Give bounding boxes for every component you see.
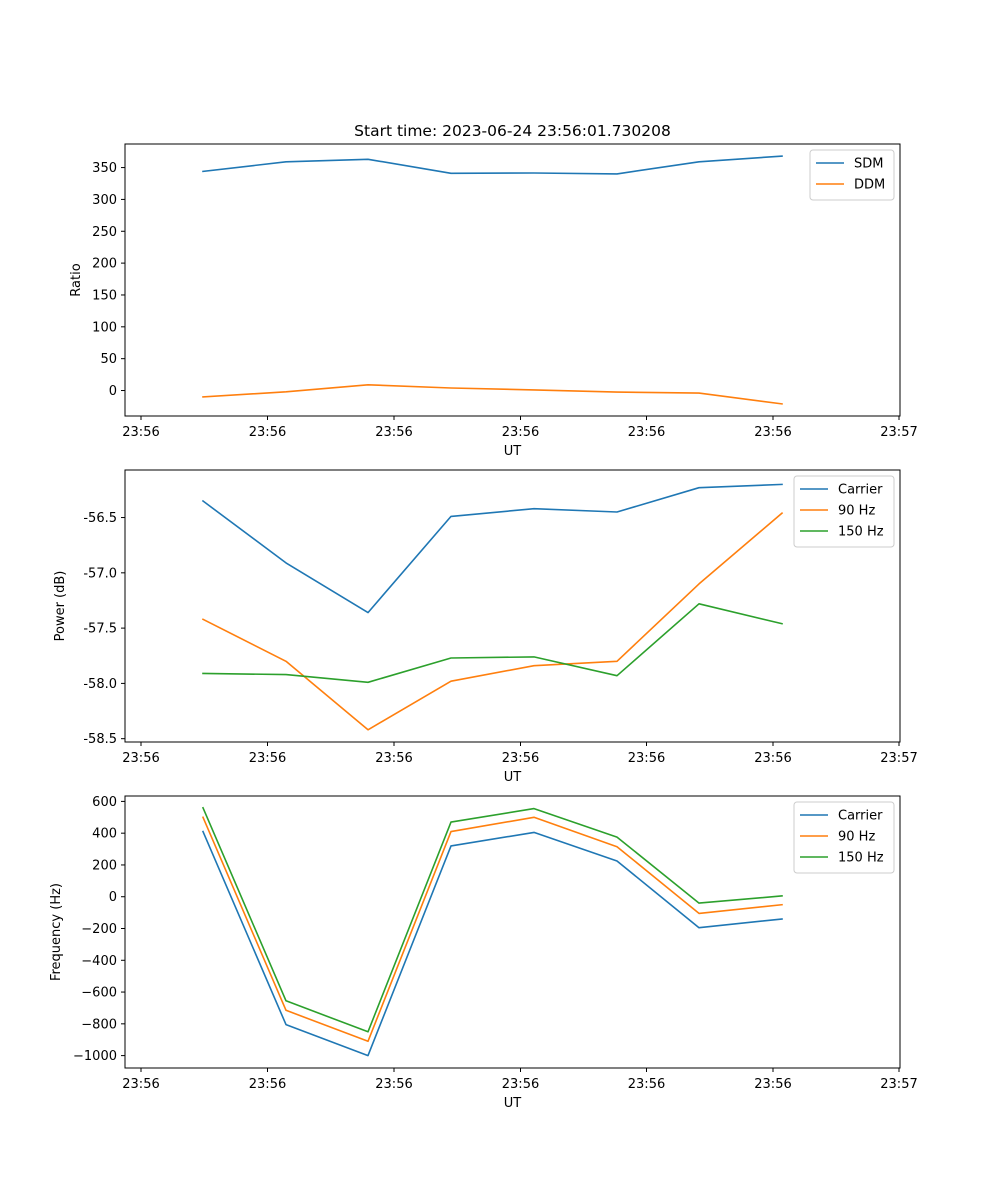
- y-axis-label: Ratio: [69, 263, 84, 296]
- series-line-1: [202, 155, 783, 175]
- y-tick-label: −200: [81, 922, 117, 937]
- y-tick-label: 150: [92, 288, 117, 303]
- subplot-1: Start time: 2023-06-24 23:56:01.730208 23…: [69, 122, 918, 459]
- legend-box: [793, 801, 895, 874]
- x-tick-label: 23:56: [122, 425, 159, 440]
- x-tick-label: 23:56: [754, 1077, 791, 1092]
- series-line-1: [201, 830, 783, 1057]
- x-tick-label: 23:56: [628, 425, 665, 440]
- x-tick-label: 23:57: [880, 1077, 917, 1092]
- x-tick-label: 23:56: [375, 425, 412, 440]
- axes-frame: [124, 795, 901, 1069]
- x-axis-label: UT: [504, 444, 522, 459]
- x-axis-label: UT: [504, 770, 522, 785]
- subplot-3: 23:56 23:56 23:56 23:56 23:56 23:56 23:57 −1000…: [49, 795, 918, 1111]
- x-axis-label: UT: [504, 1096, 522, 1111]
- axes-frame: [124, 469, 901, 743]
- series-line-2: [201, 816, 783, 1043]
- y-tick-label: −400: [81, 954, 117, 969]
- x-tick-label: 23:56: [249, 425, 286, 440]
- axes-frame: [124, 143, 901, 417]
- y-tick-label: 200: [92, 257, 117, 272]
- y-tick-label: -57.5: [83, 622, 117, 637]
- legend-label: 150 Hz: [838, 525, 884, 540]
- legend: Carrier 90 Hz 150 Hz: [793, 801, 895, 874]
- x-tick-label: 23:56: [502, 425, 539, 440]
- legend-label: Carrier: [838, 809, 883, 824]
- x-tick-label: 23:56: [754, 425, 791, 440]
- x-tick-label: 23:56: [754, 751, 791, 766]
- series-line-2: [201, 511, 784, 731]
- y-tick-label: 400: [92, 827, 117, 842]
- subplot-2: 23:56 23:56 23:56 23:56 23:56 23:56 23:57 -58.5…: [53, 469, 918, 785]
- legend-label: DDM: [854, 178, 885, 193]
- x-tick-label: 23:56: [249, 751, 286, 766]
- y-axis-label: Power (dB): [53, 571, 68, 642]
- legend-label: SDM: [854, 157, 883, 172]
- x-tick-label: 23:56: [249, 1077, 286, 1092]
- y-tick-label: -58.5: [83, 732, 117, 747]
- x-tick-label: 23:57: [880, 425, 917, 440]
- x-tick-label: 23:56: [628, 1077, 665, 1092]
- legend: Carrier 90 Hz 150 Hz: [793, 475, 895, 548]
- series-line-3: [202, 602, 783, 684]
- legend: SDM DDM: [809, 149, 895, 201]
- y-tick-label: −600: [81, 986, 117, 1001]
- x-tick-label: 23:56: [628, 751, 665, 766]
- x-tick-label: 23:56: [122, 751, 159, 766]
- y-tick-label: 250: [92, 225, 117, 240]
- legend-label: 90 Hz: [838, 830, 875, 845]
- y-tick-label: 350: [92, 161, 117, 176]
- legend-label: Carrier: [838, 483, 883, 498]
- x-tick-label: 23:56: [122, 1077, 159, 1092]
- series-line-2: [202, 383, 783, 405]
- y-tick-label: 50: [100, 352, 117, 367]
- x-tick-label: 23:56: [375, 751, 412, 766]
- y-tick-label: -56.5: [83, 511, 117, 526]
- y-axis-label: Frequency (Hz): [49, 883, 64, 981]
- figure-title: Start time: 2023-06-24 23:56:01.730208: [354, 122, 671, 140]
- legend-label: 150 Hz: [838, 851, 884, 866]
- y-tick-label: 300: [92, 193, 117, 208]
- legend-box: [793, 475, 895, 548]
- x-tick-label: 23:56: [502, 751, 539, 766]
- y-tick-label: 200: [92, 858, 117, 873]
- y-tick-label: −800: [81, 1017, 117, 1032]
- x-tick-label: 23:56: [375, 1077, 412, 1092]
- y-tick-label: 600: [92, 795, 117, 810]
- y-tick-label: 0: [109, 890, 117, 905]
- legend-label: 90 Hz: [838, 504, 875, 519]
- y-tick-label: 0: [109, 384, 117, 399]
- x-tick-label: 23:56: [502, 1077, 539, 1092]
- y-tick-label: −1000: [73, 1049, 117, 1064]
- y-tick-label: -58.0: [83, 677, 117, 692]
- x-tick-label: 23:57: [880, 751, 917, 766]
- y-tick-label: -57.0: [83, 566, 117, 581]
- series-line-3: [201, 806, 783, 1033]
- y-tick-label: 100: [92, 320, 117, 335]
- series-line-1: [201, 483, 783, 614]
